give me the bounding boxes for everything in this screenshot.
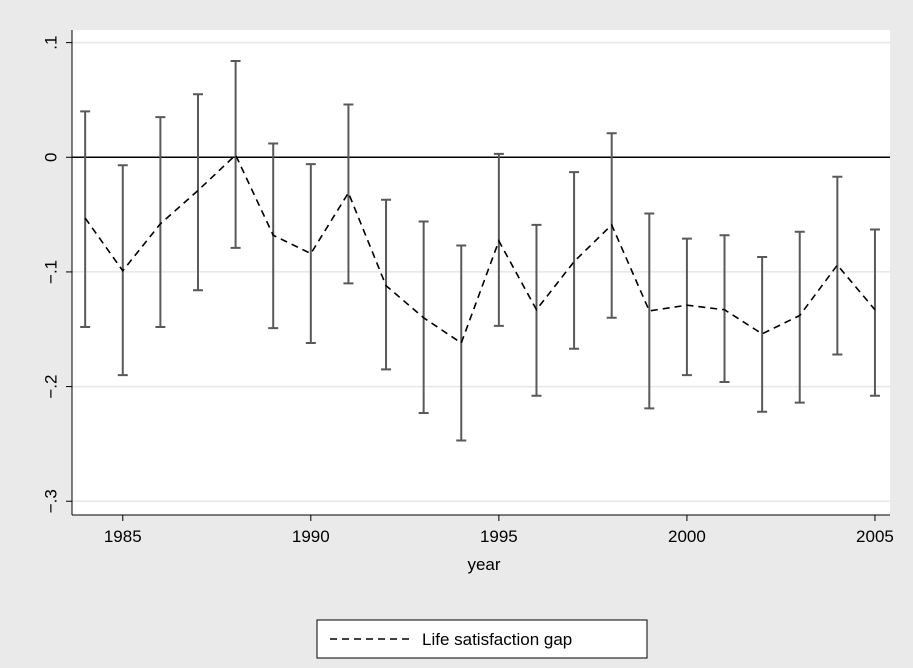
error-bar xyxy=(305,163,316,345)
x-tick-label: 1985 xyxy=(104,527,142,546)
error-bar xyxy=(719,234,730,383)
x-tick-label: 2000 xyxy=(668,527,706,546)
error-bar xyxy=(869,228,880,397)
error-bar xyxy=(569,171,580,350)
y-tick-label: −.1 xyxy=(41,260,60,284)
x-tick-label: 1995 xyxy=(480,527,518,546)
x-tick-label: 2005 xyxy=(856,527,894,546)
x-axis-label: year xyxy=(467,555,500,574)
error-bar xyxy=(456,244,467,442)
error-bar xyxy=(644,212,655,410)
error-bar xyxy=(155,116,166,328)
y-tick-label: 0 xyxy=(41,153,60,162)
y-tick-label: −.2 xyxy=(41,375,60,399)
error-bar xyxy=(757,256,768,413)
data-line xyxy=(84,153,876,345)
error-bar xyxy=(192,93,203,292)
error-bar xyxy=(681,237,692,377)
x-tick-label: 1990 xyxy=(292,527,330,546)
error-bar xyxy=(832,175,843,356)
error-bar xyxy=(794,230,805,404)
error-bar xyxy=(230,59,241,249)
error-bar xyxy=(343,103,354,285)
legend-label: Life satisfaction gap xyxy=(422,630,572,649)
y-tick-label: .1 xyxy=(41,36,60,50)
y-tick-label: −.3 xyxy=(41,489,60,513)
